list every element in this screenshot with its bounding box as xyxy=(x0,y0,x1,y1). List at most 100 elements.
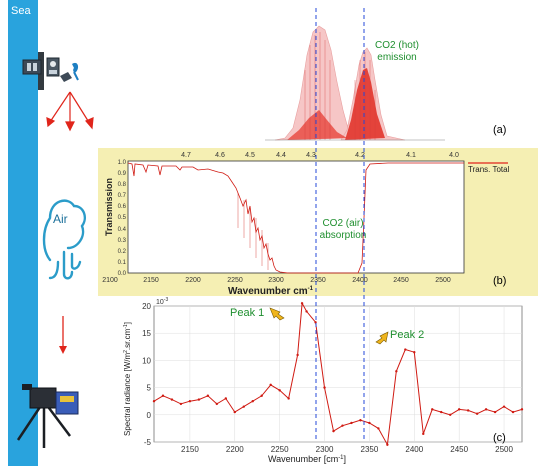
radiance-point xyxy=(377,427,380,430)
panel-c-ylabel-b: .sr.cm xyxy=(123,328,132,350)
top-tick-4-7: 4.7 xyxy=(181,152,191,159)
panel-b-top-ticks: 4.7 4.6 4.5 4.4 4.3 4.2 4.1 4.0 xyxy=(181,152,459,159)
x-tick-label: 2150 xyxy=(181,445,199,454)
panel-b-ylabel: Transmission xyxy=(104,178,114,236)
y-tick-0-4: 0.4 xyxy=(118,227,127,233)
y-tick-label: 20 xyxy=(142,302,151,311)
radiance-point xyxy=(296,353,299,357)
y-tick-0-8: 0.8 xyxy=(118,182,127,188)
y-tick-0-7: 0.7 xyxy=(118,193,127,199)
panel-a-annotation: CO2 (hot) emission xyxy=(362,40,432,64)
panel-c-ylabel-close: ] xyxy=(123,322,132,324)
top-tick-4-4: 4.4 xyxy=(276,152,286,159)
radiance-point xyxy=(502,405,506,408)
panel-c-xlabel-text: Wavenumber [cm xyxy=(268,454,338,464)
panel-b-xlabel-text: Wavenumber cm xyxy=(228,286,308,296)
radiance-point xyxy=(152,400,156,403)
x-tick-2450: 2450 xyxy=(393,277,409,284)
panel-c-xlabel-sup: -1 xyxy=(338,455,344,461)
radiance-point xyxy=(233,410,236,414)
radiance-point xyxy=(484,408,488,411)
panel-c-ylabel-sup2: -1 xyxy=(123,324,129,329)
x-tick-2250: 2250 xyxy=(227,277,243,284)
x-tick-2400: 2400 xyxy=(352,277,368,284)
x-tick-label: 2300 xyxy=(316,445,334,454)
radiance-point xyxy=(440,410,443,414)
emission-spectrum xyxy=(265,25,445,141)
radiance-point xyxy=(368,421,371,425)
x-tick-2500: 2500 xyxy=(435,277,451,284)
panel-b-annotation-line2: absorption xyxy=(319,230,367,241)
panel-c-xlabel: Wavenumber [cm-1] xyxy=(268,454,346,464)
y-tick-0-0: 0.0 xyxy=(118,271,127,277)
top-tick-4-5: 4.5 xyxy=(245,152,255,159)
top-tick-4-3: 4.3 xyxy=(306,152,316,159)
y-tick-label: 5 xyxy=(147,384,152,393)
panel-c-letter: (c) xyxy=(493,432,506,444)
radiance-point xyxy=(215,402,219,406)
panel-a-annotation-line1: CO2 (hot) xyxy=(375,40,419,51)
panel-c-ylabel: Spectral radiance [W/m2.sr.cm-1] xyxy=(123,322,132,436)
radiance-point xyxy=(359,419,362,422)
radiance-point xyxy=(305,310,308,313)
y-tick-0-3: 0.3 xyxy=(118,238,127,244)
radiance-point xyxy=(269,383,272,387)
y-tick-label: -5 xyxy=(144,438,152,447)
panel-c-xlabel-close: ] xyxy=(344,454,347,464)
panel-c-y-ticks: 20 15 10 5 0 -5 xyxy=(142,302,151,447)
y-tick-0-5: 0.5 xyxy=(118,215,127,221)
radiance-point xyxy=(413,351,416,354)
panel-a-annotation-line2: emission xyxy=(377,52,417,63)
radiance-point xyxy=(493,410,497,414)
y-tick-label: 0 xyxy=(147,411,152,420)
panel-c-ylabel-a: Spectral radiance [W/m xyxy=(123,353,132,436)
radiance-point xyxy=(511,410,515,414)
panel-c-exponent-base: 10 xyxy=(156,299,164,306)
radiance-point xyxy=(287,397,290,400)
panel-c-axes xyxy=(153,305,523,443)
transmission-fine-lines xyxy=(237,193,269,270)
radiance-point xyxy=(431,408,434,411)
y-tick-0-2: 0.2 xyxy=(118,249,127,255)
panel-b-letter: (b) xyxy=(493,275,507,287)
sensor-icon xyxy=(22,52,79,90)
panel-b-annotation: CO2 (air) absorption xyxy=(310,218,376,242)
peak-2-label: Peak 2 xyxy=(390,329,424,341)
radiance-point xyxy=(448,413,452,416)
x-tick-2350: 2350 xyxy=(310,277,326,284)
panel-b-xlabel: Wavenumber cm-1 xyxy=(228,286,314,296)
panel-c-ylabel-sup: 2 xyxy=(123,350,129,353)
radiance-point xyxy=(323,386,326,389)
radiance-point xyxy=(386,443,389,446)
x-tick-label: 2450 xyxy=(450,445,468,454)
radiance-point xyxy=(475,412,479,415)
emission-arrows xyxy=(46,91,94,132)
x-tick-label: 2400 xyxy=(405,445,423,454)
top-tick-4-6: 4.6 xyxy=(215,152,225,159)
tripod-instrument-icon xyxy=(16,384,79,448)
radiance-point xyxy=(170,398,174,401)
panel-b-bottom-ticks: 2100 2150 2200 2250 2300 2350 2400 2450 … xyxy=(102,277,451,284)
transmission-curve xyxy=(127,162,464,274)
panel-b-legend: Trans. Total xyxy=(468,162,510,174)
y-tick-0-6: 0.6 xyxy=(118,204,127,210)
radiance-point xyxy=(422,432,425,436)
x-tick-2200: 2200 xyxy=(185,277,201,284)
radiance-point xyxy=(332,429,335,433)
legend-trans-total: Trans. Total xyxy=(468,165,510,174)
radiance-point xyxy=(350,421,353,425)
radiance-point xyxy=(242,405,245,408)
y-tick-label: 15 xyxy=(142,329,151,338)
x-tick-label: 2250 xyxy=(271,445,289,454)
peak-1-arrow-icon xyxy=(269,307,285,321)
panel-b-xlabel-sup: -1 xyxy=(308,286,314,292)
x-tick-2150: 2150 xyxy=(143,277,159,284)
x-tick-label: 2200 xyxy=(226,445,244,454)
panel-c-grid xyxy=(154,305,522,443)
panel-a-emission-plot xyxy=(255,10,455,145)
radiance-point xyxy=(314,321,317,324)
radiance-point xyxy=(206,394,210,397)
radiance-point xyxy=(179,402,183,406)
